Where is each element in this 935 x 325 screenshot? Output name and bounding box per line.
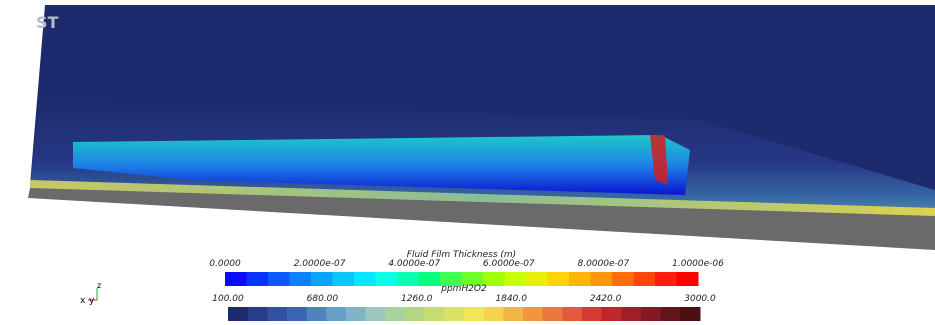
colorbar-title: ppmH2O2 [440,284,487,294]
colorbar-swatch [591,272,613,286]
colorbar-swatch [548,272,570,286]
colorbar-swatch [354,272,376,286]
colorbar-swatch [326,307,346,321]
colorbar-tick-label: 8.0000e-07 [578,259,630,269]
colorbar-swatch [311,272,333,286]
colorbar-swatch [287,307,307,321]
colorbar-swatch [225,272,247,286]
colorbar-swatch [376,272,398,286]
colorbar-tick-label: 2420.0 [590,294,622,304]
colorbar-swatch [366,307,386,321]
colorbar-swatch [661,307,681,321]
colorbar-swatch [464,307,484,321]
colorbar-tick-label: 0.0000 [209,259,241,269]
colorbar-swatch [248,307,268,321]
colorbar-tick-label: 1260.0 [401,294,433,304]
colorbar-swatch [425,307,445,321]
triad: x y z [80,281,101,306]
colorbar-swatch [503,307,523,321]
colorbar-swatch [526,272,548,286]
colorbar-swatch [569,272,591,286]
colorbar-swatch [247,272,269,286]
logo: ST [36,13,59,32]
colorbar-swatch [419,272,441,286]
colorbar-swatch [602,307,622,321]
triad-x-label: x [80,296,86,306]
colorbar-swatch [562,307,582,321]
colorbar-swatch [267,307,287,321]
colorbar-tick-label: 1840.0 [495,294,527,304]
colorbar-swatch [621,307,641,321]
colorbar-swatch [612,272,634,286]
colorbar-swatch [634,272,656,286]
colorbar-swatch [543,307,563,321]
colorbar-swatch [505,272,527,286]
colorbar-tick-label: 6.0000e-07 [483,259,535,269]
colorbar-swatch [228,307,248,321]
colorbar-swatch [582,307,602,321]
colorbar-tick-label: 2.0000e-07 [294,259,346,269]
colorbar-swatch [268,272,290,286]
colorbar-swatch [655,272,677,286]
colorbar-tick-label: 4.0000e-07 [388,259,440,269]
colorbar-tick-label: 100.00 [212,294,244,304]
triad-z-label: z [97,281,101,290]
colorbar-swatch [641,307,661,321]
colorbar-swatch [385,307,405,321]
colorbar-tick-label: 1.0000e-06 [672,259,724,269]
colorbar-tick-label: 3000.0 [684,294,716,304]
colorbar-swatch [444,307,464,321]
colorbar-swatch [523,307,543,321]
colorbar-swatch [484,307,504,321]
screenshot: ST x y z Fluid Film Thickness (m)0.00002… [0,0,935,325]
colorbar-swatch [397,272,419,286]
triad-y-label: y [89,296,95,306]
colorbar-tick-label: 680.00 [307,294,339,304]
colorbar-swatch [346,307,366,321]
colorbar-swatch [307,307,327,321]
colorbar-swatch [290,272,312,286]
colorbar-swatch [333,272,355,286]
colorbar-swatch [405,307,425,321]
colorbar-swatch [677,272,699,286]
colorbar-swatch [680,307,700,321]
